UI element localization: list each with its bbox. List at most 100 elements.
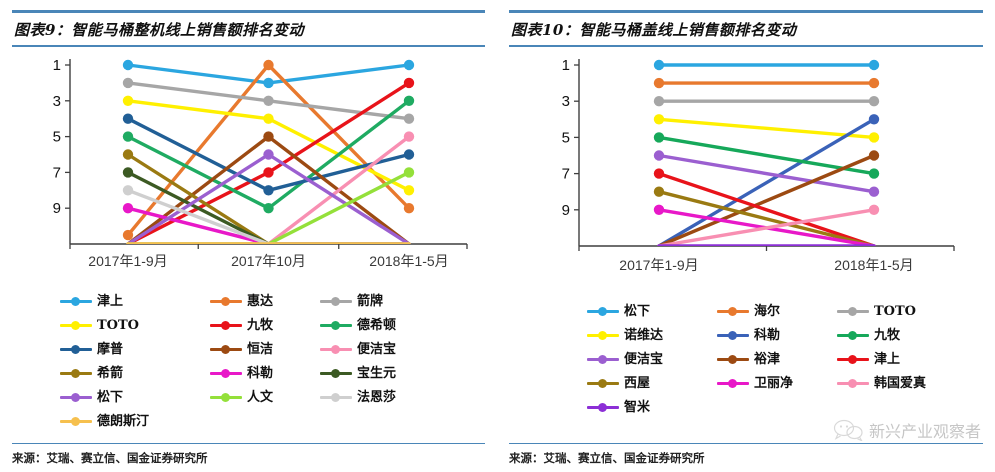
legend-swatch-icon: [210, 319, 242, 331]
legend-swatch-icon: [210, 391, 242, 403]
legend-label: 松下: [97, 389, 124, 405]
legend-label: 九牧: [247, 317, 274, 333]
legend-item[interactable]: 西屋: [587, 372, 717, 394]
legend-item[interactable]: 人文: [210, 386, 320, 408]
legend-swatch-icon: [320, 295, 352, 307]
legend-swatch-icon: [60, 415, 92, 427]
legend-item[interactable]: 科勒: [210, 362, 320, 384]
legend-item[interactable]: 九牧: [837, 324, 967, 346]
legend-item[interactable]: 津上: [837, 348, 967, 370]
svg-text:2017年10月: 2017年10月: [231, 253, 306, 269]
legend-item[interactable]: 摩普: [60, 338, 210, 360]
legend-label: TOTO: [97, 317, 139, 333]
legend-item[interactable]: 卫丽净: [717, 372, 837, 394]
legend-label: 卫丽净: [754, 375, 794, 391]
footer-rule: [509, 442, 983, 444]
legend-item[interactable]: 惠达: [210, 290, 320, 312]
figure-9-source: 来源：艾瑞、赛立信、国金证券研究所: [12, 451, 208, 465]
legend-swatch-icon: [320, 319, 352, 331]
legend-swatch-icon: [837, 329, 869, 341]
legend-item[interactable]: 诺维达: [587, 324, 717, 346]
legend-item[interactable]: 松下: [60, 386, 210, 408]
legend-item[interactable]: TOTO: [60, 314, 210, 336]
legend-label: 津上: [97, 293, 124, 309]
title-bottom-rule: [509, 45, 983, 47]
legend-item[interactable]: 德希顿: [320, 314, 470, 336]
legend-label: 人文: [247, 389, 274, 405]
legend-swatch-icon: [587, 401, 619, 413]
legend-swatch-icon: [587, 353, 619, 365]
legend-label: 海尔: [754, 303, 781, 319]
legend-swatch-icon: [60, 295, 92, 307]
svg-text:7: 7: [53, 164, 61, 181]
legend-label: 九牧: [874, 327, 901, 343]
svg-text:2018年1-5月: 2018年1-5月: [834, 257, 913, 273]
legend-item[interactable]: TOTO: [837, 300, 967, 322]
svg-text:1: 1: [53, 57, 61, 74]
svg-text:3: 3: [53, 93, 61, 110]
legend-label: 津上: [874, 351, 901, 367]
legend-item[interactable]: 裕津: [717, 348, 837, 370]
figure-9-plot: 1 3 5 7 9 2017年1-9月 2017年10月 2018年1-5月: [53, 57, 468, 269]
legend-swatch-icon: [837, 353, 869, 365]
legend-swatch-icon: [210, 367, 242, 379]
legend-label: 摩普: [97, 341, 124, 357]
figure-10-source: 来源：艾瑞、赛立信、国金证券研究所: [509, 451, 705, 465]
legend-label: 箭牌: [357, 293, 384, 309]
legend-swatch-icon: [60, 367, 92, 379]
legend-swatch-icon: [320, 367, 352, 379]
legend-label: 便洁宝: [357, 341, 397, 357]
wechat-watermark: 新兴产业观察者: [833, 418, 981, 442]
legend-item[interactable]: 松下: [587, 300, 717, 322]
legend-item[interactable]: 智米: [587, 396, 717, 418]
legend-item[interactable]: 韩国爱真: [837, 372, 967, 394]
legend-label: 德希顿: [357, 317, 397, 333]
title-bottom-rule: [12, 45, 485, 47]
figure-10-plot: 1 3 5 7 9 2017年1-9月 2018年1-5月: [562, 57, 955, 273]
legend-item[interactable]: 希箭: [60, 362, 210, 384]
wechat-icon: [833, 419, 863, 441]
figure-10-chart: 1 3 5 7 9 2017年1-9月 2018年1-5月: [509, 51, 983, 296]
legend-label: 法恩莎: [357, 389, 397, 405]
legend-label: 恒洁: [247, 341, 274, 357]
svg-text:5: 5: [53, 129, 61, 146]
legend-swatch-icon: [837, 305, 869, 317]
legend-label: 德朗斯汀: [97, 413, 150, 429]
legend-item[interactable]: 便洁宝: [587, 348, 717, 370]
footer-rule: [12, 442, 485, 444]
figure-10-panel: 图表10：智能马桶盖线上销售额排名变动 1 3 5 7 9 2017年1-9月 2018年1…: [497, 0, 995, 472]
legend-item[interactable]: 德朗斯汀: [60, 410, 210, 432]
legend-item[interactable]: 便洁宝: [320, 338, 470, 360]
legend-label: TOTO: [874, 303, 916, 319]
legend-swatch-icon: [717, 305, 749, 317]
legend-item[interactable]: 科勒: [717, 324, 837, 346]
legend-label: 智米: [624, 399, 651, 415]
legend-item[interactable]: 法恩莎: [320, 386, 470, 408]
legend-item[interactable]: 恒洁: [210, 338, 320, 360]
legend-swatch-icon: [60, 319, 92, 331]
legend-label: 科勒: [247, 365, 274, 381]
figure-10-title: 图表10：智能马桶盖线上销售额排名变动: [511, 21, 797, 39]
legend-label: 西屋: [624, 375, 651, 391]
figure-9-panel: 图表9：智能马桶整机线上销售额排名变动 1 3 5 7 9 2017年1-9月 2017年1…: [0, 0, 497, 472]
legend-item[interactable]: 宝生元: [320, 362, 470, 384]
svg-text:2017年1-9月: 2017年1-9月: [88, 253, 167, 269]
legend-swatch-icon: [717, 353, 749, 365]
legend-item[interactable]: 海尔: [717, 300, 837, 322]
legend-swatch-icon: [717, 377, 749, 389]
svg-text:9: 9: [562, 202, 570, 219]
svg-text:5: 5: [562, 129, 570, 146]
legend-label: 科勒: [754, 327, 781, 343]
legend-label: 宝生元: [357, 365, 397, 381]
legend-swatch-icon: [587, 329, 619, 341]
legend-swatch-icon: [587, 305, 619, 317]
legend-label: 惠达: [247, 293, 274, 309]
legend-item[interactable]: 津上: [60, 290, 210, 312]
legend-swatch-icon: [320, 343, 352, 355]
legend-swatch-icon: [210, 343, 242, 355]
legend-item[interactable]: 九牧: [210, 314, 320, 336]
legend-item[interactable]: 箭牌: [320, 290, 470, 312]
svg-text:3: 3: [562, 93, 570, 110]
svg-text:1: 1: [562, 57, 570, 74]
